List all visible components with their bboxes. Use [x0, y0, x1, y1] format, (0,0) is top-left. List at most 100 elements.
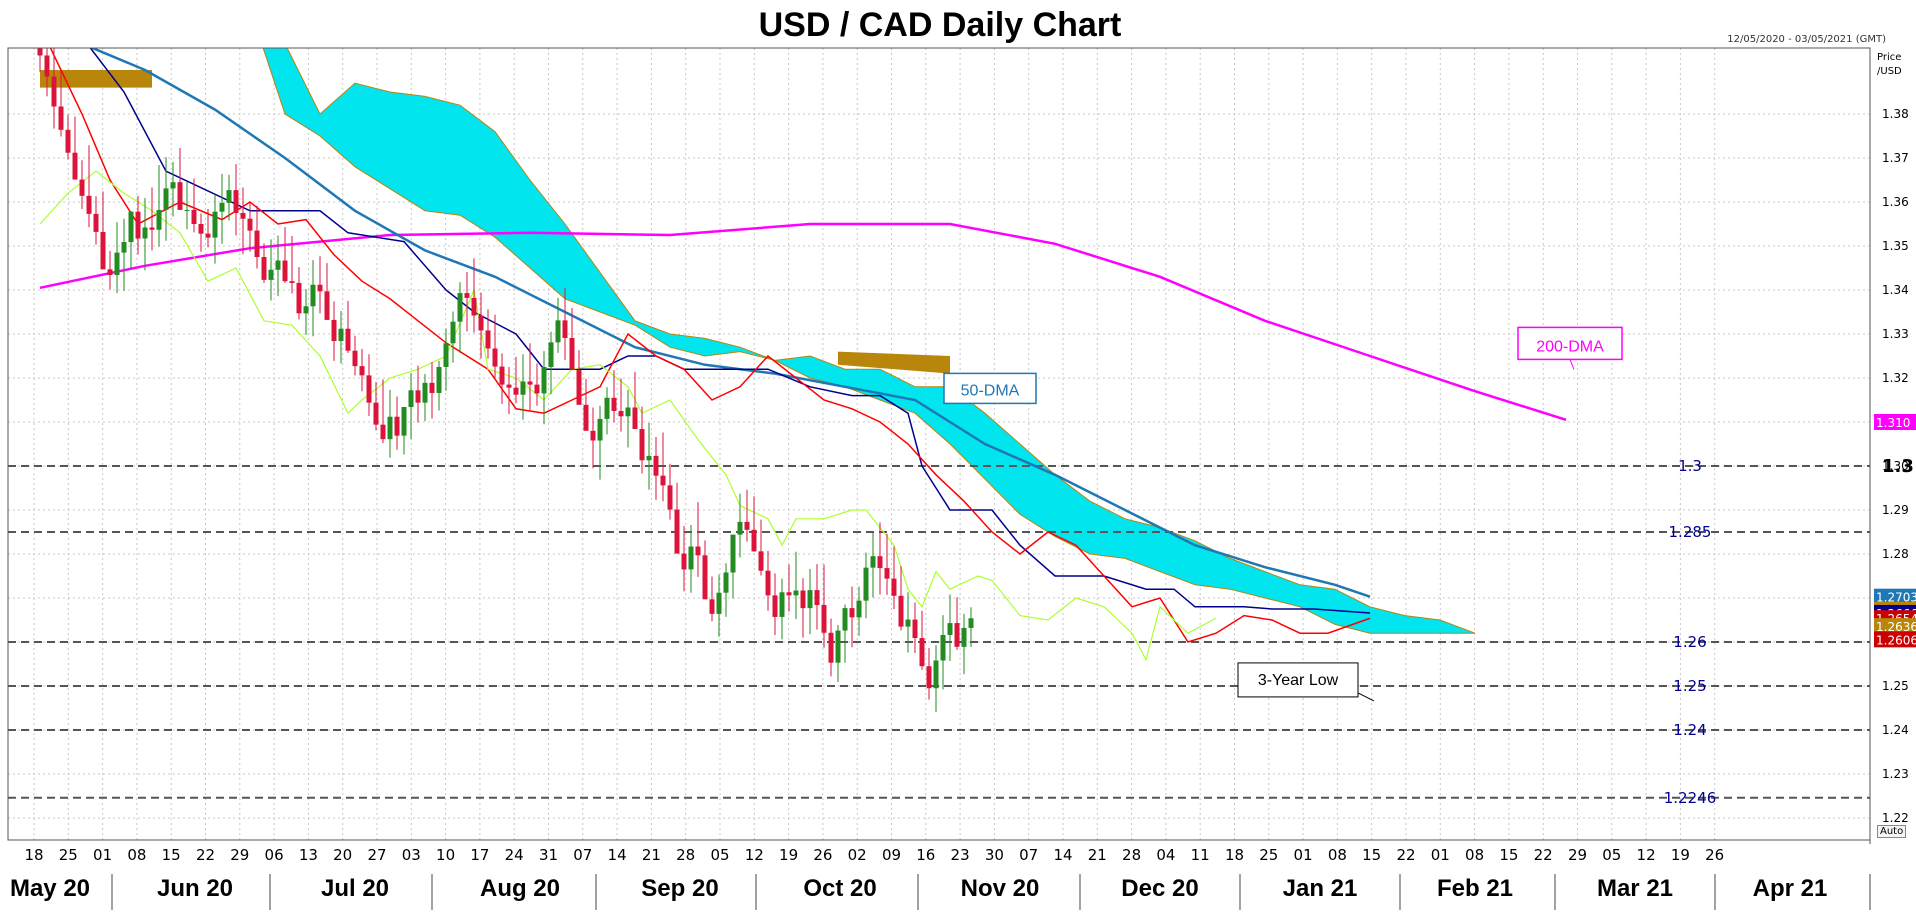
candle-body: [415, 390, 421, 403]
y-tick-label: 1.29: [1882, 503, 1909, 517]
grid-layer: [8, 48, 1870, 840]
x-month-label: Dec 20: [1121, 875, 1198, 902]
candle-body: [345, 328, 351, 351]
candle-body: [212, 211, 218, 238]
candle-body: [331, 319, 337, 342]
candle-body: [100, 231, 106, 270]
candle-body: [261, 257, 267, 280]
candle-body: [968, 618, 974, 628]
candle-body: [58, 106, 64, 130]
candle-body: [597, 418, 603, 441]
candle-body: [254, 230, 260, 257]
series-line-50-dma: [89, 48, 1371, 598]
candle-body: [506, 384, 512, 388]
candle-body: [898, 595, 904, 627]
candle-body: [198, 224, 204, 234]
candle-body: [93, 213, 99, 232]
candle-body: [940, 634, 946, 661]
candle-body: [849, 608, 855, 618]
candle-body: [611, 397, 617, 411]
x-axis-layer: 18 25 01 08 15 22 29 06 13 20 27 03 10 17 24 31 07 14 21 28…: [10, 846, 1871, 910]
candle-body: [646, 455, 652, 461]
candle-body: [709, 599, 715, 614]
y-tick-label: 1.22: [1882, 811, 1909, 825]
annotation-box: [1517, 326, 1623, 361]
indicator-lines-layer: [39, 48, 1567, 662]
candle-body: [128, 211, 134, 243]
candle-body: [744, 521, 750, 530]
x-tick-label: 01: [93, 846, 112, 864]
candle-body: [247, 218, 253, 231]
candle-body: [37, 48, 43, 56]
candle-body: [142, 227, 148, 239]
candle-body: [730, 534, 736, 573]
candle-body: [177, 182, 183, 210]
x-month-label: Nov 20: [961, 875, 1040, 902]
candle-body: [156, 209, 162, 230]
candle-body: [408, 390, 414, 408]
candle-body: [905, 619, 911, 627]
y-tick-label: 1.33: [1882, 327, 1909, 341]
y-tick-label: 1.37: [1882, 151, 1909, 165]
x-tick-label: 25: [1259, 846, 1278, 864]
candle-body: [485, 330, 491, 349]
x-month-label: Sep 20: [641, 875, 718, 902]
x-tick-label: 15: [162, 846, 181, 864]
candle-body: [303, 306, 309, 314]
candle-body: [947, 623, 953, 635]
candle-body: [310, 284, 316, 307]
y-tick-label: 1.25: [1882, 679, 1909, 693]
auto-scale-button[interactable]: Auto: [1877, 825, 1907, 838]
x-tick-label: 29: [230, 846, 249, 864]
price-tags-layer: 1.3101.27031.26731.26661.26541.26541.263…: [1874, 414, 1916, 648]
candle-body: [233, 190, 239, 213]
x-tick-label: 26: [813, 846, 832, 864]
x-tick-label: 08: [1328, 846, 1347, 864]
candle-body: [548, 342, 554, 367]
candle-body: [555, 320, 561, 343]
series-line-chikou: [39, 170, 1217, 662]
candles-layer: [37, 48, 974, 712]
candle-body: [44, 55, 50, 77]
candle-body: [779, 592, 785, 617]
x-tick-label: 01: [1294, 846, 1313, 864]
x-tick-label: 15: [1362, 846, 1381, 864]
x-tick-label: 03: [402, 846, 421, 864]
x-tick-label: 07: [573, 846, 592, 864]
y-axis-layer: 1.221.231.241.251.261.271.281.291.301.31…: [1882, 107, 1914, 825]
candle-body: [352, 350, 358, 367]
candle-body: [289, 281, 295, 283]
y-tick-label: 1.23: [1882, 767, 1909, 781]
candle-body: [72, 152, 78, 180]
candle-body: [919, 638, 925, 667]
candle-body: [653, 455, 659, 476]
x-tick-label: 22: [1396, 846, 1415, 864]
y-tick-label: 1.36: [1882, 195, 1909, 209]
x-tick-label: 15: [1499, 846, 1518, 864]
candle-body: [751, 529, 757, 552]
bearish-cloud-patch: [40, 70, 152, 88]
x-tick-label: 18: [1225, 846, 1244, 864]
x-tick-label: 08: [1465, 846, 1484, 864]
candle-body: [436, 367, 442, 393]
x-month-label: May 20: [10, 875, 90, 902]
candle-body: [863, 567, 869, 601]
candle-body: [625, 407, 631, 417]
price-tag-box: [1874, 631, 1916, 648]
candle-body: [268, 269, 274, 280]
x-tick-label: 12: [745, 846, 764, 864]
annotations-layer: 200-DMA 50-DMA 3-Year Low: [943, 326, 1623, 702]
x-tick-label: 18: [24, 846, 43, 864]
annotation-leader: [1569, 359, 1575, 370]
x-tick-label: 23: [951, 846, 970, 864]
candle-body: [842, 608, 848, 631]
x-tick-label: 05: [710, 846, 729, 864]
candle-body: [926, 666, 932, 689]
candle-body: [835, 630, 841, 663]
candle-body: [51, 76, 57, 107]
x-tick-label: 16: [916, 846, 935, 864]
candle-body: [821, 605, 827, 633]
candle-body: [660, 475, 666, 486]
candle-body: [702, 555, 708, 600]
